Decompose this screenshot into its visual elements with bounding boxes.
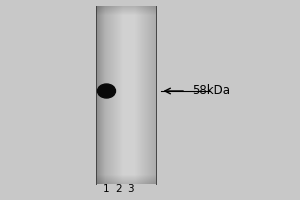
Text: 1: 1: [103, 184, 110, 194]
Ellipse shape: [98, 84, 116, 98]
Text: 58kDa: 58kDa: [192, 84, 230, 97]
Text: 2: 2: [115, 184, 122, 194]
Text: 3: 3: [127, 184, 134, 194]
